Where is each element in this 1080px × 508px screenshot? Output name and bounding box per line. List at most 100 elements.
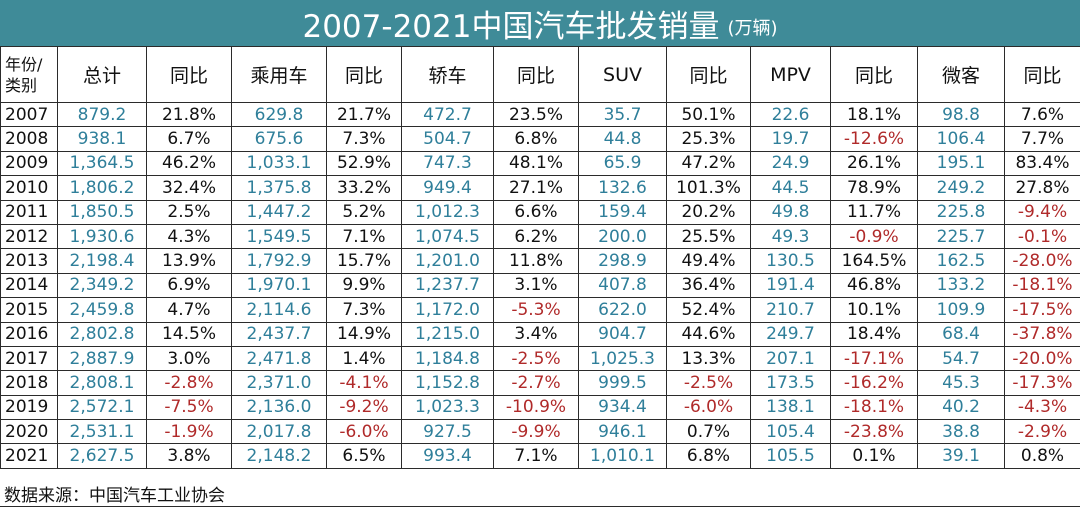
yoy-cell: 83.4%	[1004, 150, 1080, 177]
value-cell: 19.7	[750, 126, 831, 152]
value-cell: 2,808.1	[57, 370, 147, 396]
yoy-cell: -17.5%	[1004, 297, 1080, 323]
value-cell: 879.2	[57, 101, 147, 128]
yoy-cell: -16.2%	[830, 370, 918, 396]
corner-line-year: 年份/	[5, 54, 43, 74]
column-header: 同比	[830, 46, 918, 103]
column-header: 同比	[326, 46, 402, 103]
value-cell: 2,349.2	[57, 272, 147, 299]
column-header: 轿车	[401, 46, 494, 103]
value-cell: 22.6	[750, 101, 831, 128]
value-cell: 1,792.9	[231, 248, 327, 274]
yoy-cell: 46.8%	[830, 272, 918, 299]
value-cell: 2,371.0	[231, 370, 327, 396]
value-cell: 1,023.3	[401, 394, 494, 421]
year-cell: 2021	[0, 443, 58, 469]
yoy-cell: -1.9%	[146, 419, 232, 445]
yoy-cell: -0.1%	[1004, 223, 1080, 250]
value-cell: 1,074.5	[401, 223, 494, 250]
value-cell: 2,459.8	[57, 297, 147, 323]
yoy-cell: 21.7%	[326, 101, 402, 128]
table-row: 2017 2,887.9 3.0% 2,471.8 1.4% 1,184.8 -2.5% 1,…	[0, 345, 1080, 372]
yoy-cell: 7.3%	[326, 297, 402, 323]
value-cell: 938.1	[57, 126, 147, 152]
table-body: 2007 879.2 21.8% 629.8 21.7% 472.7 23.5% 35.7 50…	[0, 101, 1080, 469]
value-cell: 2,198.4	[57, 248, 147, 274]
table-row: 2016 2,802.8 14.5% 2,437.7 14.9% 1,215.0 3.4% 9…	[0, 321, 1080, 347]
value-cell: 472.7	[401, 101, 494, 128]
value-cell: 2,471.8	[231, 345, 327, 372]
column-header: MPV	[750, 46, 831, 103]
column-header: SUV	[578, 46, 667, 103]
value-cell: 747.3	[401, 150, 494, 177]
sales-table: 年份/ 类别 总计 同比 乘用车 同比 轿车 同比 SUV 同比 MPV 同比 微客 同比 2007 8…	[0, 46, 1080, 469]
value-cell: 105.4	[750, 419, 831, 445]
value-cell: 249.2	[917, 175, 1005, 201]
unit-label: (万辆)	[727, 18, 778, 39]
table-row: 2010 1,806.2 32.4% 1,375.8 33.2% 949.4 27.1% 13…	[0, 175, 1080, 201]
value-cell: 946.1	[578, 419, 667, 445]
yoy-cell: -2.5%	[666, 370, 751, 396]
value-cell: 138.1	[750, 394, 831, 421]
value-cell: 1,930.6	[57, 223, 147, 250]
yoy-cell: 6.5%	[326, 443, 402, 469]
table-row: 2013 2,198.4 13.9% 1,792.9 15.7% 1,201.0 11.8%…	[0, 248, 1080, 274]
value-cell: 2,572.1	[57, 394, 147, 421]
value-cell: 927.5	[401, 419, 494, 445]
yoy-cell: -23.8%	[830, 419, 918, 445]
table-row: 2019 2,572.1 -7.5% 2,136.0 -9.2% 1,023.3 -10.9…	[0, 394, 1080, 421]
yoy-cell: 7.6%	[1004, 101, 1080, 128]
value-cell: 999.5	[578, 370, 667, 396]
year-cell: 2008	[0, 126, 58, 152]
yoy-cell: -6.0%	[326, 419, 402, 445]
yoy-cell: 20.2%	[666, 199, 751, 225]
year-cell: 2014	[0, 272, 58, 299]
value-cell: 2,114.6	[231, 297, 327, 323]
value-cell: 622.0	[578, 297, 667, 323]
yoy-cell: 3.4%	[493, 321, 579, 347]
value-cell: 98.8	[917, 101, 1005, 128]
year-cell: 2012	[0, 223, 58, 250]
value-cell: 1,806.2	[57, 175, 147, 201]
table-row: 2008 938.1 6.7% 675.6 7.3% 504.7 6.8% 44.8 25.3%…	[0, 126, 1080, 152]
value-cell: 2,437.7	[231, 321, 327, 347]
column-header: 同比	[666, 46, 751, 103]
value-cell: 1,970.1	[231, 272, 327, 299]
yoy-cell: 27.8%	[1004, 175, 1080, 201]
yoy-cell: 44.6%	[666, 321, 751, 347]
value-cell: 1,215.0	[401, 321, 494, 347]
value-cell: 173.5	[750, 370, 831, 396]
yoy-cell: 6.8%	[493, 126, 579, 152]
yoy-cell: 4.3%	[146, 223, 232, 250]
value-cell: 200.0	[578, 223, 667, 250]
value-cell: 54.7	[917, 345, 1005, 372]
value-cell: 1,201.0	[401, 248, 494, 274]
yoy-cell: 3.8%	[146, 443, 232, 469]
yoy-cell: -28.0%	[1004, 248, 1080, 274]
yoy-cell: 50.1%	[666, 101, 751, 128]
yoy-cell: 46.2%	[146, 150, 232, 177]
yoy-cell: -2.8%	[146, 370, 232, 396]
value-cell: 1,184.8	[401, 345, 494, 372]
yoy-cell: -18.1%	[830, 394, 918, 421]
yoy-cell: -17.1%	[830, 345, 918, 372]
value-cell: 1,850.5	[57, 199, 147, 225]
value-cell: 1,549.5	[231, 223, 327, 250]
yoy-cell: 6.7%	[146, 126, 232, 152]
value-cell: 39.1	[917, 443, 1005, 469]
corner-header: 年份/ 类别	[0, 46, 58, 103]
value-cell: 1,364.5	[57, 150, 147, 177]
yoy-cell: -4.3%	[1004, 394, 1080, 421]
yoy-cell: 36.4%	[666, 272, 751, 299]
value-cell: 225.8	[917, 199, 1005, 225]
value-cell: 1,375.8	[231, 175, 327, 201]
year-cell: 2020	[0, 419, 58, 445]
yoy-cell: 101.3%	[666, 175, 751, 201]
value-cell: 65.9	[578, 150, 667, 177]
year-cell: 2007	[0, 101, 58, 128]
value-cell: 159.4	[578, 199, 667, 225]
bottom-divider	[0, 506, 1080, 507]
value-cell: 49.3	[750, 223, 831, 250]
yoy-cell: 47.2%	[666, 150, 751, 177]
table-row: 2014 2,349.2 6.9% 1,970.1 9.9% 1,237.7 3.1% 407…	[0, 272, 1080, 299]
